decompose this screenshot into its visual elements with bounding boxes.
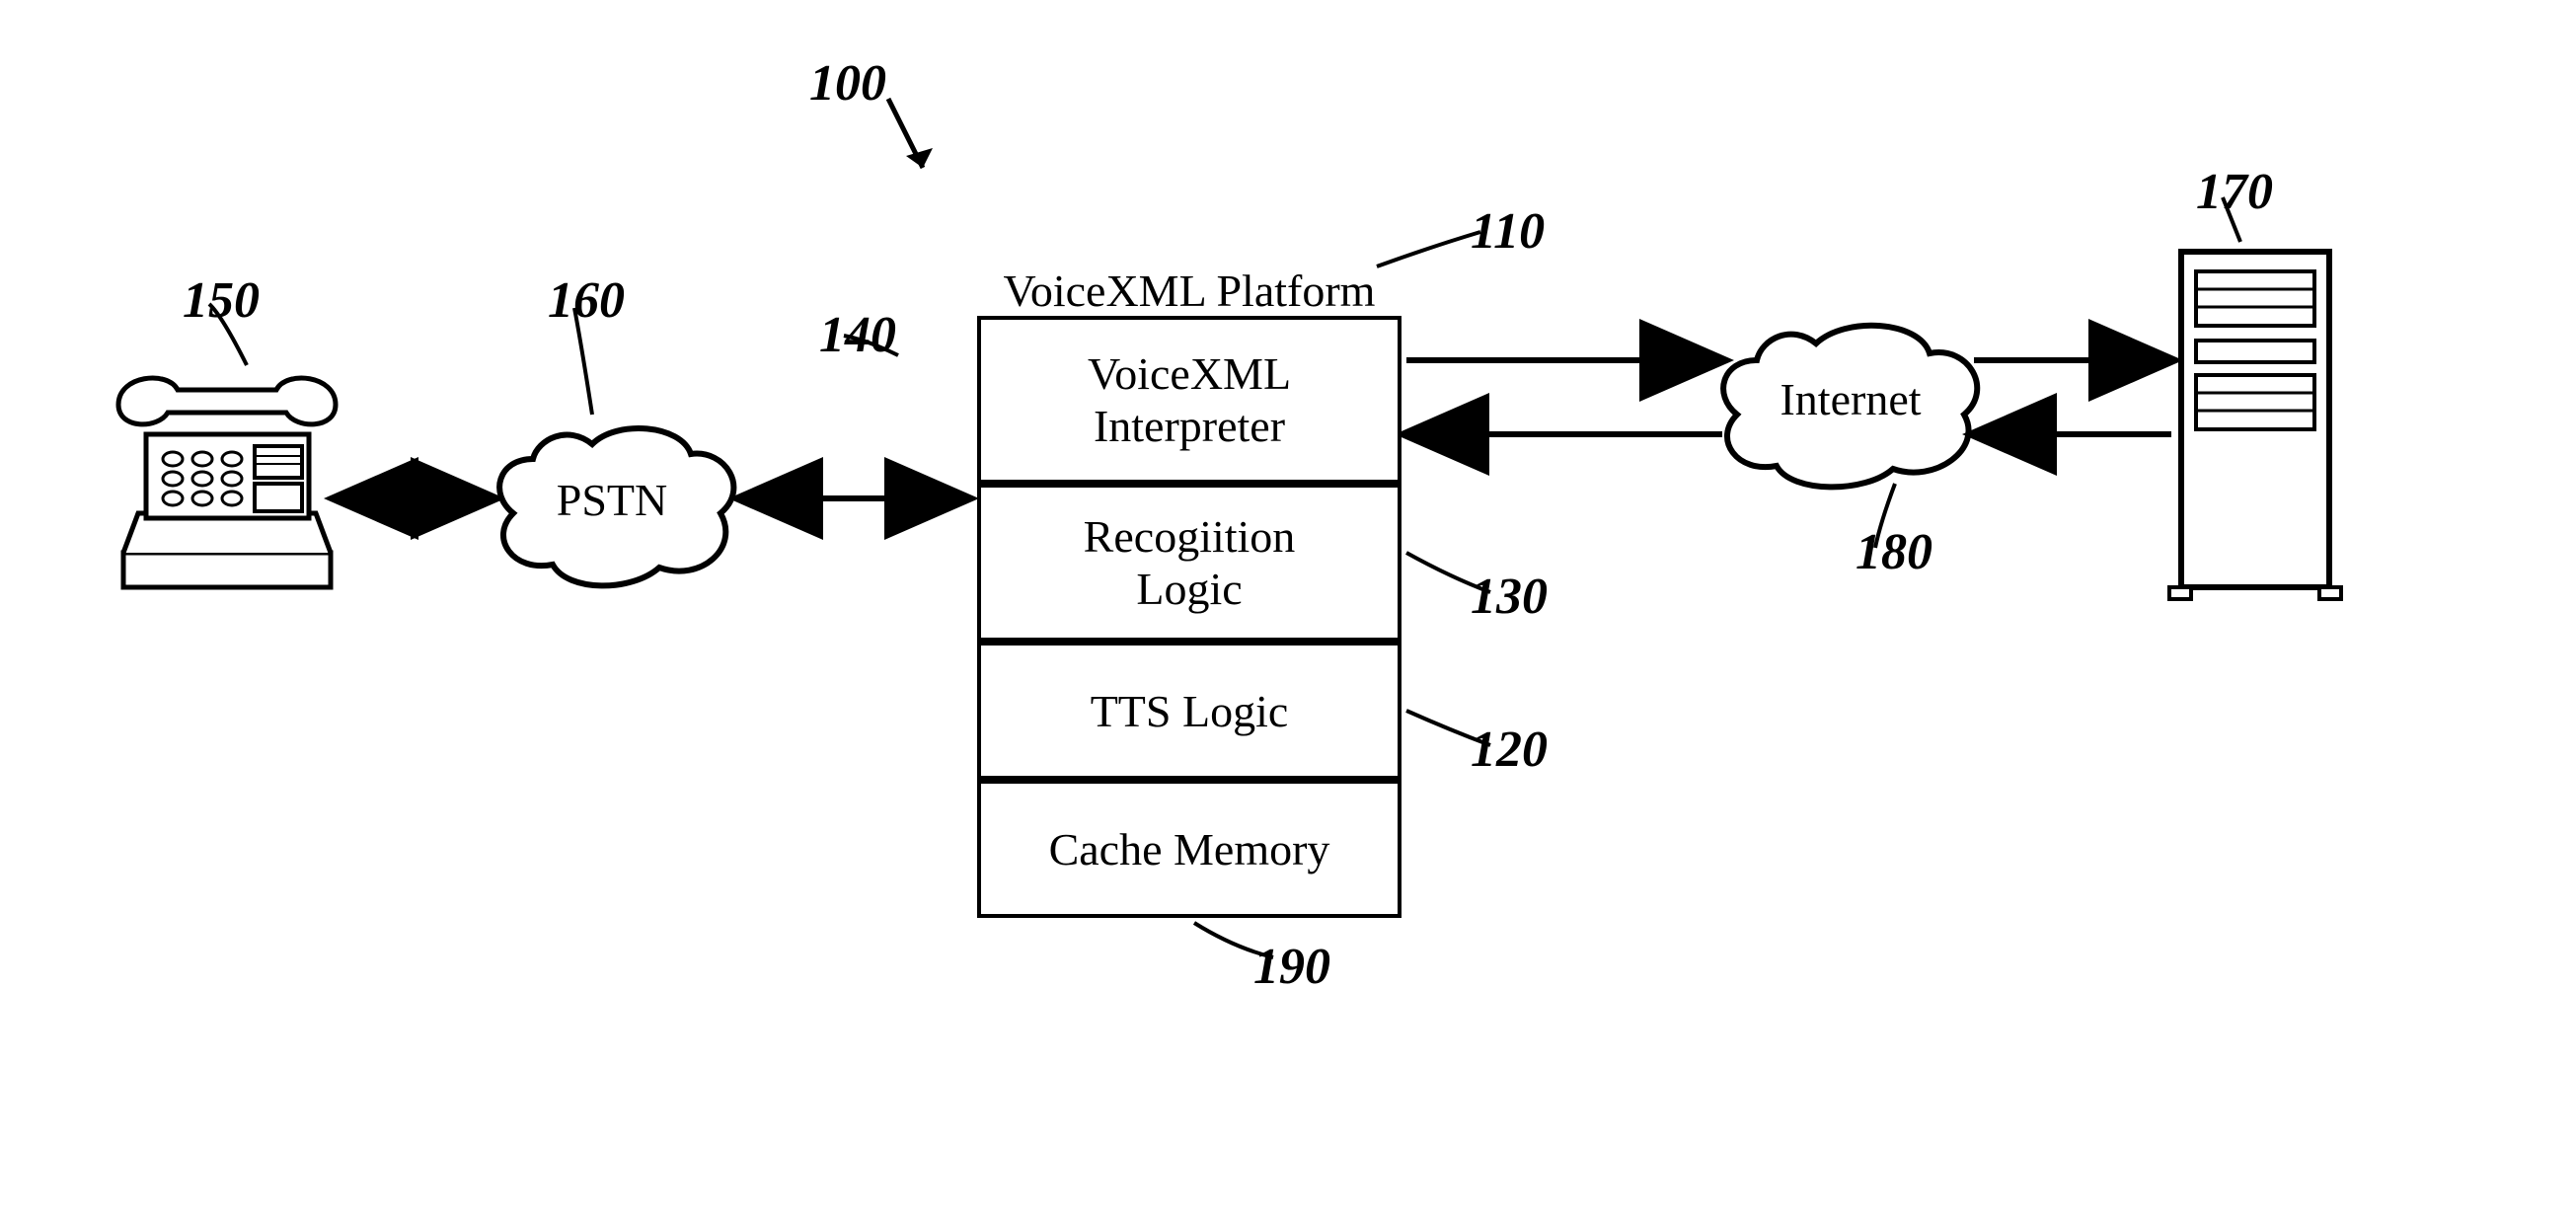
ref-110: 110 bbox=[1471, 202, 1545, 261]
box-tts-label: TTS Logic bbox=[1091, 685, 1289, 737]
ref-140: 140 bbox=[819, 306, 896, 364]
internet-label: Internet bbox=[1767, 373, 1934, 425]
ref-150: 150 bbox=[183, 271, 260, 330]
box-interpreter: VoiceXMLInterpreter bbox=[977, 316, 1402, 484]
ref-190: 190 bbox=[1253, 938, 1330, 996]
ref-130: 130 bbox=[1471, 568, 1548, 626]
box-cache: Cache Memory bbox=[977, 780, 1402, 918]
ref-100: 100 bbox=[809, 54, 886, 113]
server-icon bbox=[2169, 252, 2341, 599]
pstn-label: PSTN bbox=[548, 474, 676, 526]
ref-180: 180 bbox=[1856, 523, 1932, 581]
ref-120: 120 bbox=[1471, 721, 1548, 779]
platform-title: VoiceXML Platform bbox=[977, 265, 1402, 317]
box-cache-label: Cache Memory bbox=[1049, 823, 1330, 875]
box-tts: TTS Logic bbox=[977, 642, 1402, 780]
telephone-icon bbox=[118, 378, 336, 587]
ref-170: 170 bbox=[2196, 163, 2273, 221]
box-recognition: RecogiitionLogic bbox=[977, 484, 1402, 642]
ref-160: 160 bbox=[548, 271, 625, 330]
system-ref-arrow bbox=[888, 99, 933, 168]
box-recognition-label: RecogiitionLogic bbox=[1084, 510, 1296, 615]
box-interpreter-label: VoiceXMLInterpreter bbox=[1088, 347, 1291, 452]
